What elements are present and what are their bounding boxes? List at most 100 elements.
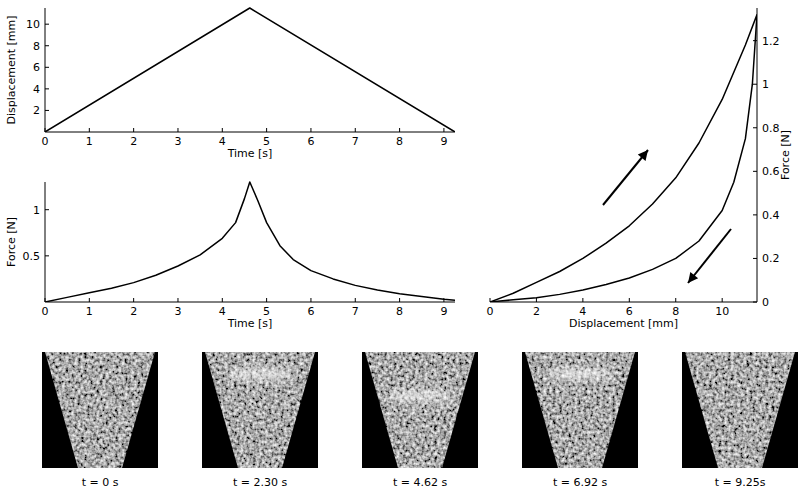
y-tick-label: 1 — [33, 204, 40, 217]
x-axis-label: Displacement [mm] — [569, 317, 678, 330]
x-tick — [266, 298, 267, 302]
arrow-head — [638, 150, 648, 161]
x-tick-label: 6 — [307, 135, 314, 148]
x-tick — [266, 128, 267, 132]
x-tick — [177, 298, 178, 302]
y-tick-label: 2 — [33, 104, 40, 117]
x-tick-label: 3 — [174, 135, 181, 148]
x-axis — [45, 132, 455, 133]
x-tick-label: 8 — [396, 305, 403, 318]
x-tick-label: 2 — [130, 135, 137, 148]
chart: 024681000.20.40.60.811.2Displacement [mm… — [487, 8, 793, 330]
x-tick — [722, 298, 723, 302]
x-tick-label: 3 — [174, 305, 181, 318]
sector — [682, 352, 798, 468]
y-tick-label: 0.4 — [762, 209, 780, 222]
speckle — [682, 352, 798, 468]
x-tick-label: 6 — [307, 305, 314, 318]
image-frame — [202, 352, 318, 468]
data-group — [490, 15, 757, 302]
x-tick — [355, 128, 356, 132]
y-tick-label: 0.5 — [23, 250, 41, 263]
y-tick — [45, 88, 49, 89]
line-series — [490, 15, 757, 302]
data-group — [45, 182, 455, 302]
y-tick-label: 1 — [762, 78, 769, 91]
x-tick — [177, 128, 178, 132]
y-axis-label: Force [N] — [5, 217, 18, 267]
background — [0, 0, 800, 496]
image-frame — [362, 352, 478, 468]
y-tick-label: 6 — [33, 61, 40, 74]
x-tick — [222, 128, 223, 132]
x-tick — [675, 298, 676, 302]
x-tick — [399, 128, 400, 132]
chart: 0123456789246810Time [s]Displacement [mm… — [5, 8, 455, 160]
figure: 0123456789246810Time [s]Displacement [mm… — [0, 0, 800, 496]
y-tick — [45, 255, 49, 256]
x-tick-label: 0 — [42, 135, 49, 148]
x-tick — [89, 298, 90, 302]
bright-band — [546, 369, 614, 379]
x-tick — [133, 298, 134, 302]
x-tick — [133, 128, 134, 132]
y-tick — [753, 171, 757, 172]
image-frame — [682, 352, 798, 468]
image-caption: t = 0 s — [82, 476, 119, 489]
line-series — [490, 15, 757, 302]
image-caption: t = 4.62 s — [393, 476, 448, 489]
sector — [522, 352, 638, 468]
y-tick — [753, 127, 757, 128]
bright-band — [386, 391, 454, 401]
y-axis-label: Force [N] — [779, 130, 792, 180]
image-caption: t = 2.30 s — [233, 476, 288, 489]
y-tick — [753, 214, 757, 215]
y-tick — [45, 209, 49, 210]
x-tick-label: 4 — [219, 135, 226, 148]
x-tick-label: 9 — [440, 135, 447, 148]
x-tick-label: 1 — [86, 305, 93, 318]
x-tick-label: 7 — [352, 135, 359, 148]
x-tick-label: 2 — [130, 305, 137, 318]
y-tick-label: 0.6 — [762, 165, 780, 178]
x-tick — [310, 298, 311, 302]
x-tick-label: 10 — [715, 305, 729, 318]
ultrasound-image — [42, 352, 158, 468]
image-caption: t = 6.92 s — [553, 476, 608, 489]
image-frame — [522, 352, 638, 468]
y-axis — [45, 182, 46, 302]
line-series — [45, 182, 455, 302]
x-tick-label: 8 — [396, 135, 403, 148]
ultrasound-image — [202, 352, 318, 468]
x-axis-label: Time [s] — [227, 317, 273, 330]
x-tick — [89, 128, 90, 132]
x-tick — [222, 298, 223, 302]
x-tick — [310, 128, 311, 132]
y-axis — [45, 8, 46, 132]
y-tick-label: 1.2 — [762, 35, 780, 48]
y-tick-label: 0.2 — [762, 252, 780, 265]
y-tick-label: 10 — [26, 18, 40, 31]
y-tick — [45, 24, 49, 25]
chart: 01234567890.51Time [s]Force [N] — [5, 182, 455, 330]
x-tick — [629, 298, 630, 302]
sector — [362, 352, 478, 468]
sector — [42, 352, 158, 468]
x-tick — [582, 298, 583, 302]
x-tick — [536, 298, 537, 302]
x-tick-label: 2 — [533, 305, 540, 318]
x-axis-label: Time [s] — [227, 147, 273, 160]
x-tick-label: 0 — [42, 305, 49, 318]
y-tick-label: 4 — [33, 83, 40, 96]
line-series — [45, 8, 455, 132]
ultrasound-image — [522, 352, 638, 468]
ultrasound-image — [682, 352, 798, 468]
data-group — [45, 8, 455, 132]
y-tick — [753, 258, 757, 259]
y-tick — [753, 84, 757, 85]
arrow-shaft — [603, 150, 648, 205]
y-tick-label: 0.8 — [762, 122, 780, 135]
y-tick-label: 8 — [33, 40, 40, 53]
y-axis — [757, 8, 758, 302]
arrow-head — [688, 272, 698, 283]
